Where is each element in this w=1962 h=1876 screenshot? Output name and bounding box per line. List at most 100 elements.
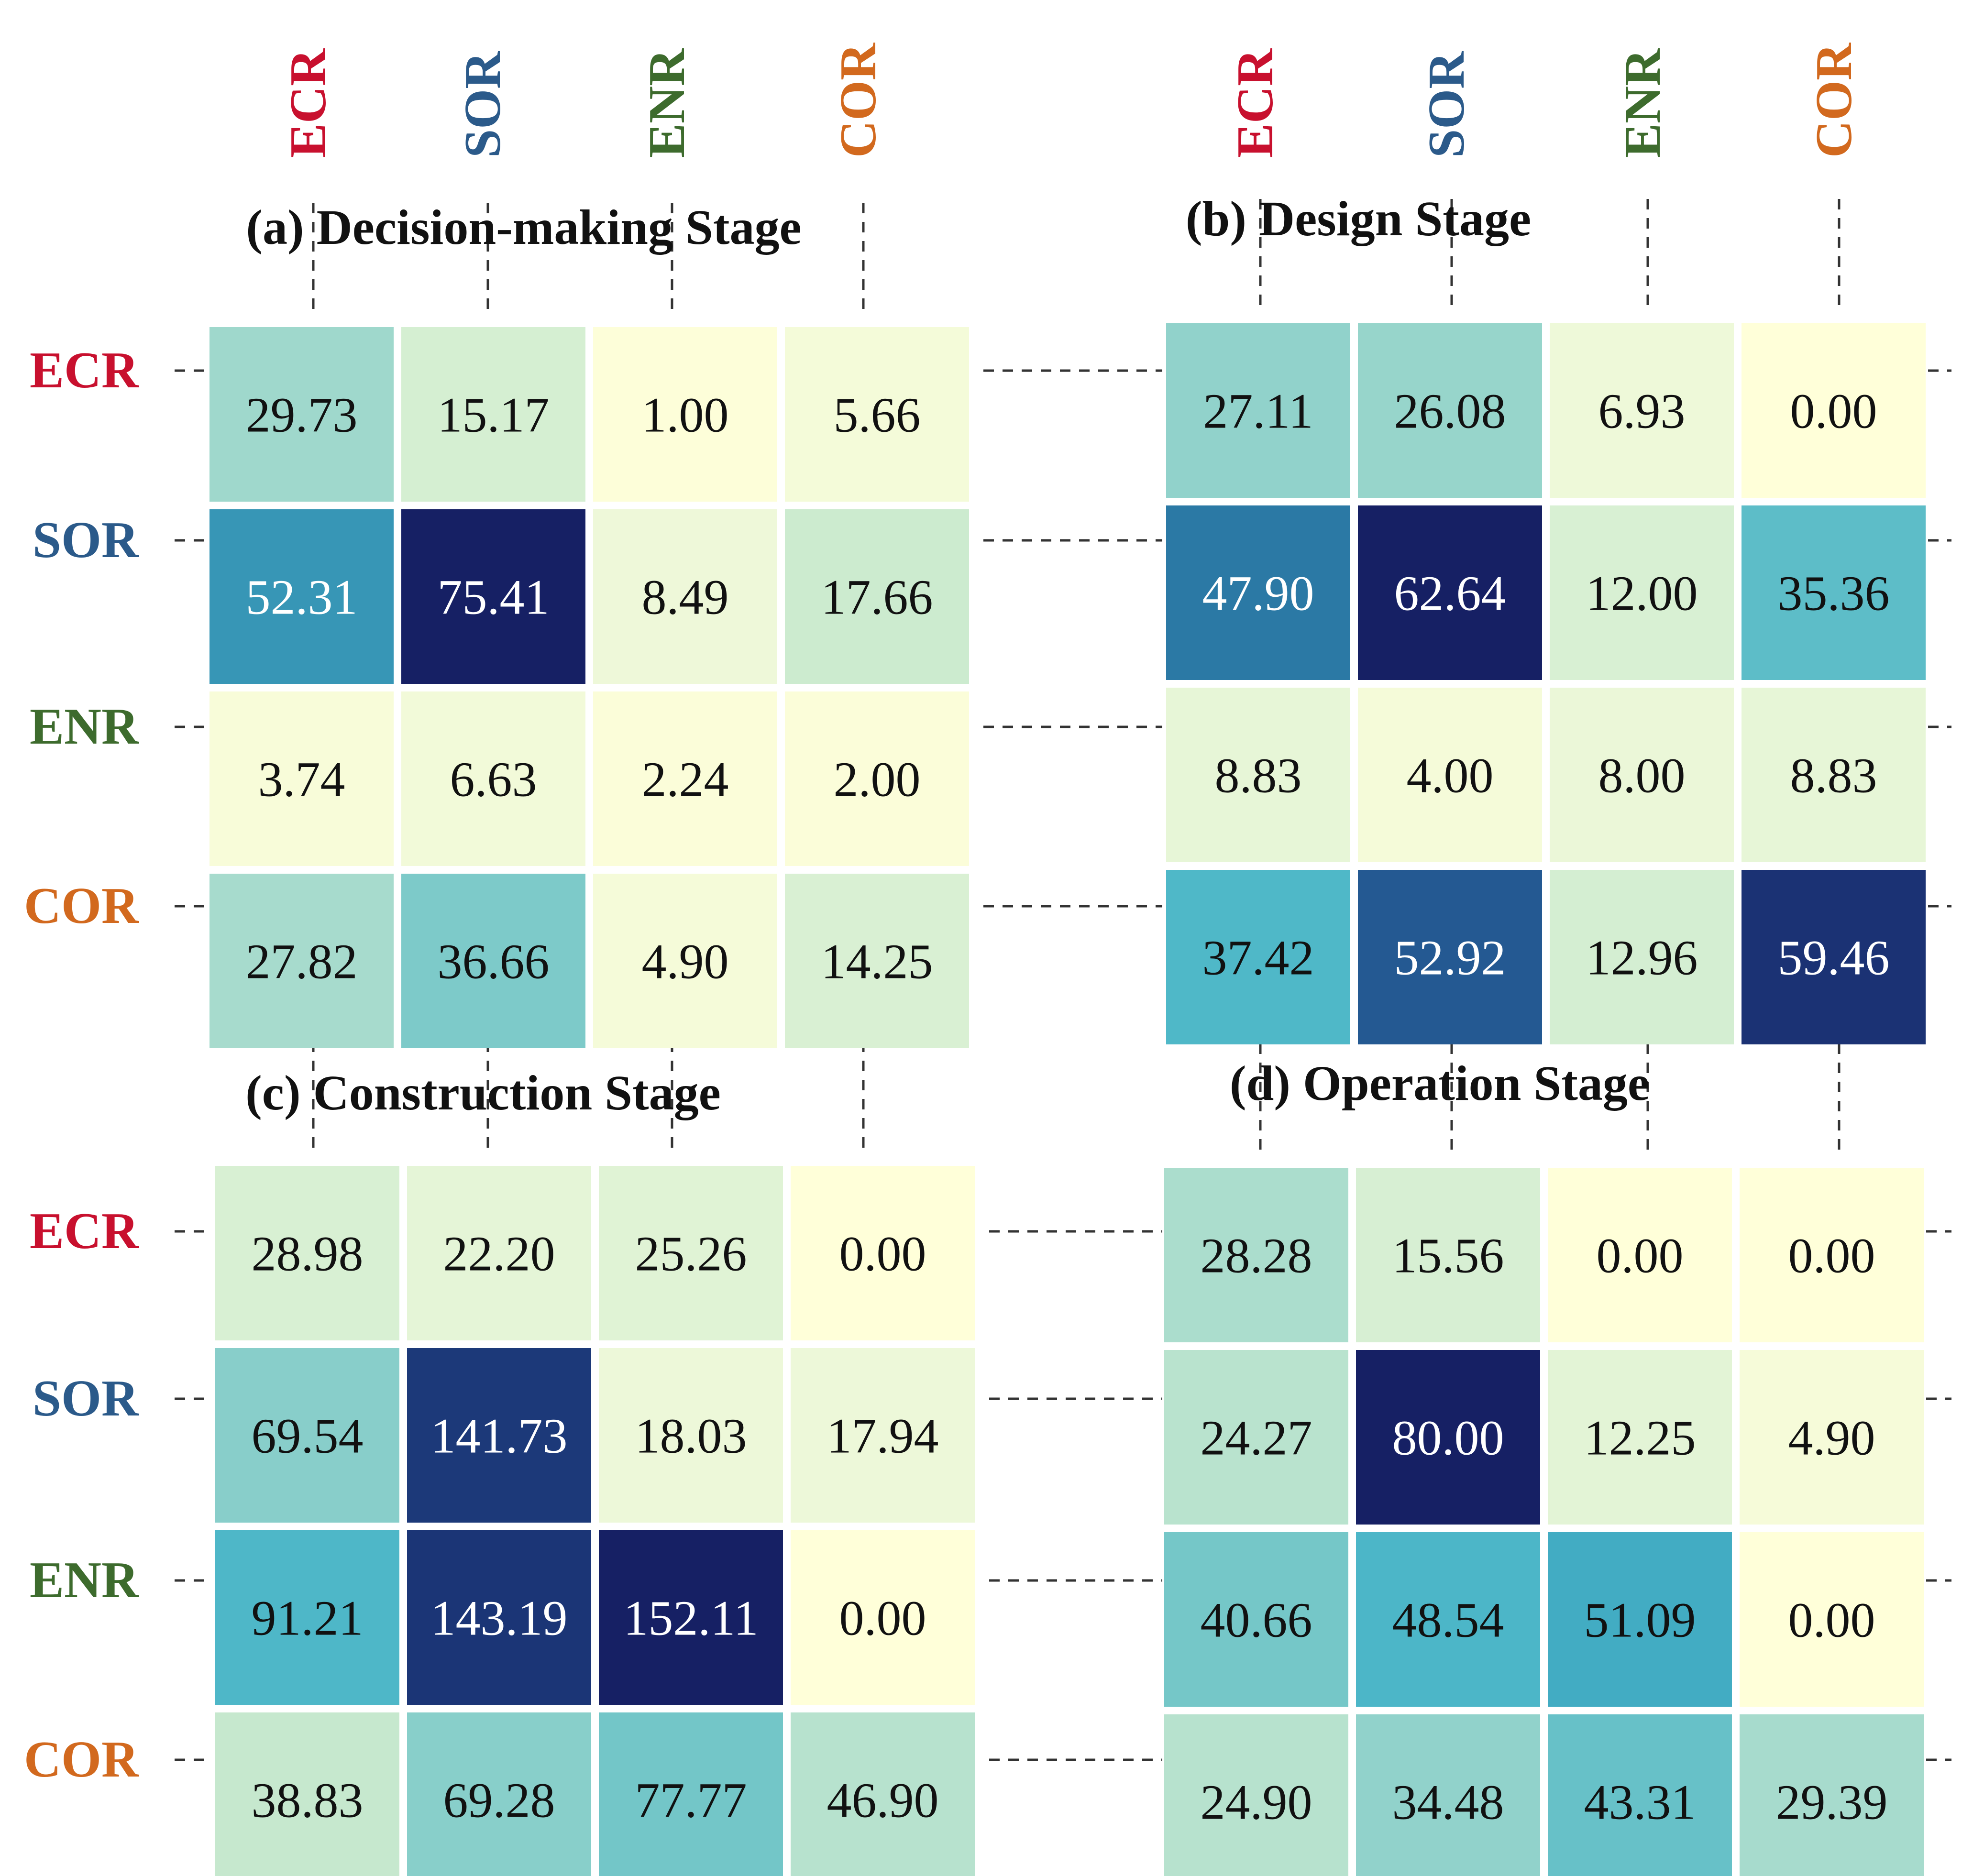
cell-value-label: 51.09 bbox=[1584, 1593, 1696, 1648]
cell-value-label: 29.39 bbox=[1776, 1775, 1888, 1830]
cell-value-label: 0.00 bbox=[839, 1591, 926, 1646]
column-label: SOR bbox=[454, 51, 511, 158]
cell-value-label: 75.41 bbox=[438, 570, 550, 625]
heatmap-cell bbox=[1742, 505, 1926, 680]
cell-value-label: 59.46 bbox=[1778, 931, 1890, 986]
cell-value-label: 1.00 bbox=[642, 388, 729, 443]
heatmap-cell bbox=[1166, 505, 1350, 680]
column-label: COR bbox=[1806, 43, 1863, 158]
heatmap-cell bbox=[401, 874, 585, 1048]
row-label: ECR bbox=[30, 1203, 139, 1260]
panel-title: (a) Decision-making Stage bbox=[246, 200, 801, 255]
heatmap-cell bbox=[1356, 1168, 1540, 1342]
cell-value-label: 17.94 bbox=[827, 1409, 939, 1464]
cell-value-label: 0.00 bbox=[1788, 1229, 1875, 1284]
heatmap-cell bbox=[1166, 323, 1350, 498]
row-label: ECR bbox=[30, 342, 139, 399]
heatmap-cell bbox=[1356, 1350, 1540, 1525]
axis-labels: ECR SOR ENR COR ECR SOR ENR COR ECR SOR ENR COR ECR S… bbox=[24, 43, 1863, 1788]
heatmap-cell bbox=[599, 1348, 783, 1523]
cell-value-label: 8.00 bbox=[1598, 748, 1686, 803]
column-label: COR bbox=[830, 43, 887, 158]
heatmap-cell bbox=[1548, 1350, 1732, 1525]
panel-titles: (a) Decision-making Stage (b) Design Stag… bbox=[245, 191, 1650, 1120]
heatmap-cell bbox=[785, 691, 969, 866]
cell-value-label: 3.74 bbox=[258, 752, 345, 807]
cell-value-label: 4.90 bbox=[1788, 1411, 1875, 1466]
heatmap-cell bbox=[1164, 1350, 1348, 1525]
column-label: ECR bbox=[1227, 48, 1284, 158]
cell-value-label: 34.48 bbox=[1392, 1775, 1504, 1830]
cell-value-label: 36.66 bbox=[438, 934, 550, 989]
heatmap-cell bbox=[785, 509, 969, 684]
heatmap-cell bbox=[215, 1530, 399, 1705]
column-label: SOR bbox=[1418, 51, 1475, 158]
heatmap-cell bbox=[407, 1166, 591, 1340]
cell-value-label: 0.00 bbox=[1790, 384, 1877, 439]
cell-value-label: 27.82 bbox=[246, 934, 358, 989]
cell-value-label: 35.36 bbox=[1778, 566, 1890, 621]
heatmap-cell bbox=[593, 327, 777, 502]
cell-value-label: 80.00 bbox=[1392, 1411, 1504, 1466]
cell-value-label: 25.26 bbox=[635, 1227, 747, 1282]
cell-value-label: 14.25 bbox=[821, 934, 933, 989]
heatmap-cell bbox=[1740, 1168, 1924, 1342]
heatmap-cell bbox=[1550, 323, 1734, 498]
cell-value-label: 91.21 bbox=[252, 1591, 364, 1646]
cell-value-label: 37.42 bbox=[1202, 931, 1314, 986]
cell-value-label: 8.83 bbox=[1790, 748, 1877, 803]
cell-value-label: 46.90 bbox=[827, 1773, 939, 1828]
heatmap-cell bbox=[1742, 323, 1926, 498]
cell-value-label: 2.24 bbox=[642, 752, 729, 807]
cell-value-label: 0.00 bbox=[839, 1227, 926, 1282]
cell-value-label: 24.90 bbox=[1201, 1775, 1312, 1830]
cell-value-label: 143.19 bbox=[431, 1591, 568, 1646]
heatmap-cell bbox=[1550, 688, 1734, 862]
cell-value-label: 18.03 bbox=[635, 1409, 747, 1464]
heatmap-cell bbox=[1166, 688, 1350, 862]
heatmap-cell bbox=[599, 1166, 783, 1340]
heatmap-cell bbox=[1166, 870, 1350, 1044]
cell-value-label: 47.90 bbox=[1202, 566, 1314, 621]
heatmap-cell bbox=[1164, 1168, 1348, 1342]
cell-value-label: 28.98 bbox=[252, 1227, 364, 1282]
heatmap-cell bbox=[791, 1166, 975, 1340]
column-label: ENR bbox=[1614, 48, 1671, 158]
cell-value-label: 4.90 bbox=[642, 934, 729, 989]
cell-value-label: 8.49 bbox=[642, 570, 729, 625]
heatmap-cell bbox=[1550, 505, 1734, 680]
cell-value-label: 69.28 bbox=[443, 1773, 555, 1828]
row-label: SOR bbox=[33, 512, 139, 569]
cell-value-label: 77.77 bbox=[635, 1773, 747, 1828]
heatmap-cell bbox=[1356, 1714, 1540, 1876]
cell-value-label: 52.92 bbox=[1394, 931, 1506, 986]
heatmap-cell bbox=[1742, 870, 1926, 1044]
panel-title: (c) Construction Stage bbox=[245, 1065, 721, 1120]
cell-value-label: 12.25 bbox=[1584, 1411, 1696, 1466]
cell-value-label: 24.27 bbox=[1201, 1411, 1312, 1466]
cell-value-label: 6.93 bbox=[1598, 384, 1686, 439]
heatmap-cell bbox=[209, 874, 394, 1048]
heatmap-cell bbox=[1742, 688, 1926, 862]
heatmap-cell bbox=[785, 874, 969, 1048]
heatmap-cell bbox=[401, 327, 585, 502]
heatmap-cell bbox=[401, 691, 585, 866]
panel-title: (b) Design Stage bbox=[1186, 191, 1531, 246]
heatmap-cell bbox=[1548, 1714, 1732, 1876]
row-label: COR bbox=[24, 878, 139, 934]
row-label: ENR bbox=[30, 1552, 139, 1609]
heatmap-cell bbox=[1164, 1532, 1348, 1707]
cell-value-label: 15.17 bbox=[438, 388, 550, 443]
heatmap-cell bbox=[407, 1530, 591, 1705]
cell-value-label: 4.00 bbox=[1407, 748, 1494, 803]
cell-value-label: 27.11 bbox=[1203, 384, 1313, 439]
heatmap-cell bbox=[407, 1712, 591, 1876]
cell-value-label: 29.73 bbox=[246, 388, 358, 443]
heatmap-cell bbox=[785, 327, 969, 502]
heatmap-cell bbox=[791, 1712, 975, 1876]
cell-value-label: 69.54 bbox=[252, 1409, 364, 1464]
cell-value-label: 2.00 bbox=[834, 752, 921, 807]
row-label: COR bbox=[24, 1731, 139, 1788]
heatmap-cell bbox=[1548, 1532, 1732, 1707]
